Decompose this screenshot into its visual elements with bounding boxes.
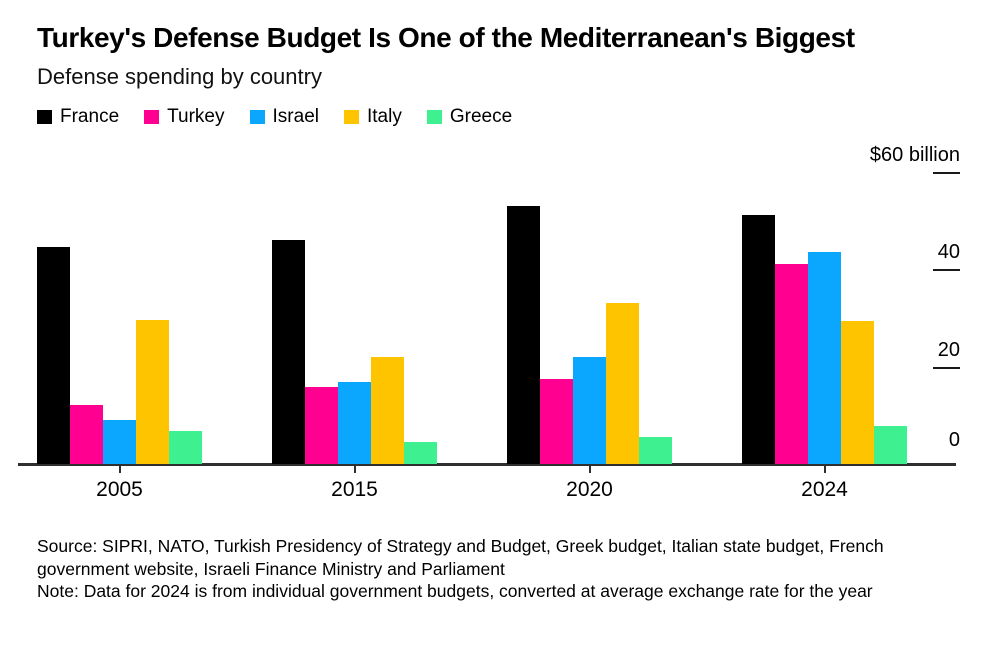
- bar-turkey-2020: [540, 379, 573, 464]
- bar-greece-2024: [874, 426, 907, 464]
- bar-france-2020: [507, 206, 540, 464]
- bar-italy-2015: [371, 357, 404, 464]
- bar-israel-2020: [573, 357, 606, 464]
- legend-label: Italy: [366, 106, 402, 127]
- source-note: Source: SIPRI, NATO, Turkish Presidency …: [37, 536, 884, 579]
- y-tick-60: $60 billion: [870, 144, 960, 174]
- legend-item-turkey: Turkey: [144, 106, 225, 128]
- legend-label: Israel: [272, 106, 319, 127]
- y-axis-label-20: 20: [937, 338, 960, 361]
- y-axis-label-0: 0: [948, 429, 960, 451]
- y-tick-40: 40: [933, 241, 960, 271]
- y-tick-mark-60: [933, 171, 960, 174]
- bar-france-2015: [272, 240, 305, 464]
- legend-item-greece: Greece: [426, 106, 513, 128]
- bar-france-2005: [37, 247, 70, 464]
- y-tick-mark-40: [933, 269, 960, 271]
- chart-footer: Source: SIPRI, NATO, Turkish Presidency …: [37, 535, 942, 603]
- x-axis-line: [18, 463, 956, 466]
- chart-subtitle: Defense spending by country: [37, 64, 322, 89]
- y-axis-label-60: $60 billion: [869, 143, 960, 166]
- x-axis-label-2020: 2020: [566, 478, 613, 501]
- bar-france-2024: [742, 215, 775, 464]
- legend-swatch-turkey: [144, 110, 160, 124]
- legend-swatch-france: [37, 110, 52, 124]
- legend-item-france: France: [37, 106, 119, 128]
- bar-turkey-2024: [775, 264, 808, 464]
- x-tick-2024: [823, 465, 826, 473]
- legend-swatch-italy: [343, 110, 359, 124]
- bar-turkey-2015: [305, 387, 338, 464]
- legend-label: Turkey: [167, 106, 225, 127]
- bar-italy-2005: [136, 320, 169, 464]
- x-axis-label-2015: 2015: [331, 478, 378, 501]
- x-tick-2015: [353, 465, 356, 473]
- legend-item-italy: Italy: [343, 106, 402, 128]
- y-tick-mark-20: [933, 366, 960, 369]
- legend-swatch-greece: [426, 110, 442, 124]
- legend-label: France: [60, 106, 120, 127]
- bar-israel-2024: [808, 252, 841, 464]
- bar-chart: 2005 2015 2020 2024 $60 billion 40 20 0: [0, 140, 1000, 501]
- bar-italy-2020: [606, 303, 639, 464]
- legend: France Turkey Israel Italy Greece: [37, 106, 512, 128]
- bar-israel-2005: [103, 420, 136, 464]
- x-axis-label-2024: 2024: [801, 478, 848, 501]
- x-tick-2020: [588, 465, 591, 473]
- legend-swatch-israel: [249, 110, 265, 124]
- bar-israel-2015: [338, 382, 371, 464]
- bar-italy-2024: [841, 321, 874, 464]
- bar-turkey-2005: [70, 405, 103, 464]
- y-tick-20: 20: [933, 339, 960, 369]
- y-axis-label-40: 40: [937, 241, 960, 263]
- x-axis-label-2005: 2005: [96, 478, 143, 501]
- legend-label: Greece: [449, 106, 513, 127]
- page-title: Turkey's Defense Budget Is One of the Me…: [37, 22, 855, 53]
- methodology-note: Note: Data for 2024 is from individual g…: [37, 581, 873, 601]
- bar-greece-2020: [639, 437, 672, 464]
- x-tick-2005: [118, 465, 121, 473]
- bar-greece-2015: [404, 442, 437, 464]
- bar-greece-2005: [169, 431, 202, 464]
- y-tick-0: 0: [949, 429, 960, 452]
- legend-item-israel: Israel: [249, 106, 319, 128]
